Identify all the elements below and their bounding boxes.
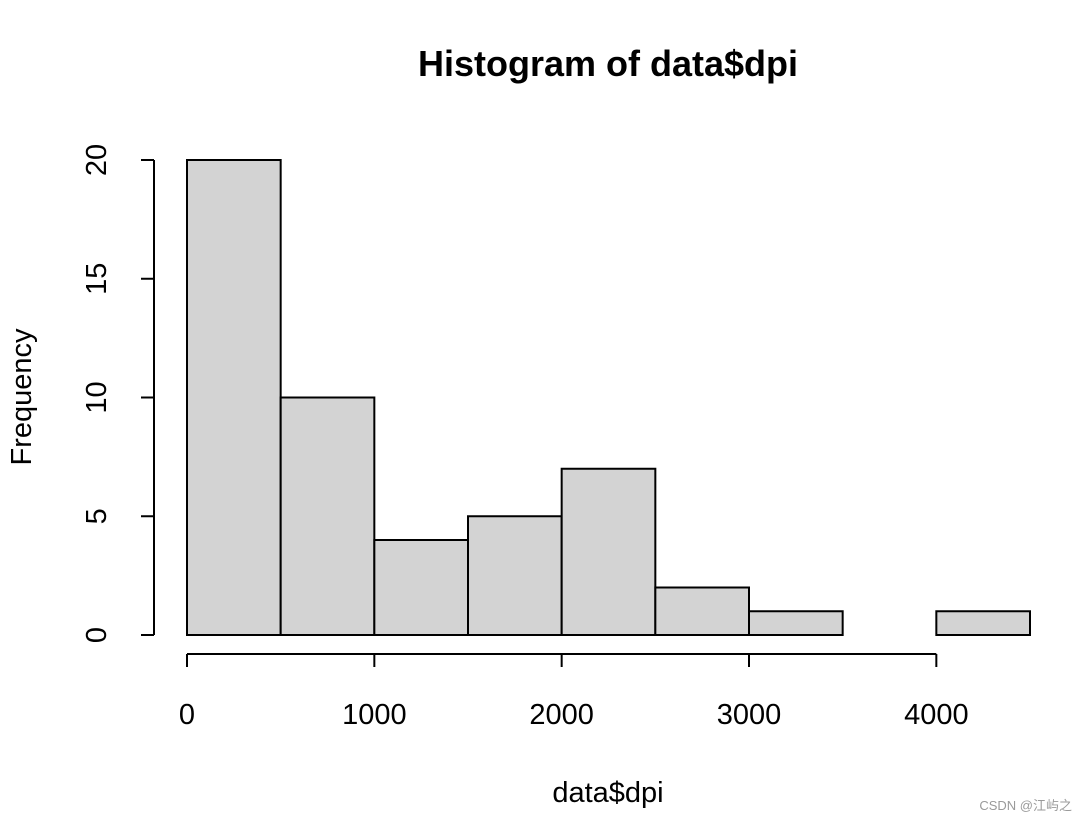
histogram-bar-3 [467,515,563,636]
x-tick-label-2: 2000 [529,699,594,731]
histogram-bar-4 [560,467,657,636]
chart-title: Histogram of data$dpi [418,43,798,84]
y-tick-label-3: 15 [81,263,113,295]
y-axis: 0 5 10 15 20 [81,144,155,643]
x-tick-label-4: 4000 [904,699,969,731]
bars-layer [186,159,1031,636]
histogram-bar-8 [935,610,1031,636]
x-tick-label-1: 1000 [342,699,407,731]
histogram-bar-6 [748,610,844,636]
y-tick-label-2: 10 [81,381,113,413]
x-tick-label-3: 3000 [717,699,782,731]
histogram-bar-1 [279,396,376,636]
x-tick-label-0: 0 [179,699,195,731]
histogram-bar-0 [186,159,282,636]
histogram-bar-5 [654,586,750,636]
watermark-text: CSDN @江屿之 [979,798,1072,813]
histogram-bar-2 [373,539,470,636]
y-tick-label-4: 20 [81,144,113,176]
y-tick-label-1: 5 [81,508,113,524]
x-axis-label: data$dpi [552,777,663,809]
x-axis: 0 1000 2000 3000 4000 [179,653,969,731]
y-axis-label: Frequency [6,328,38,466]
y-tick-label-0: 0 [81,627,113,643]
